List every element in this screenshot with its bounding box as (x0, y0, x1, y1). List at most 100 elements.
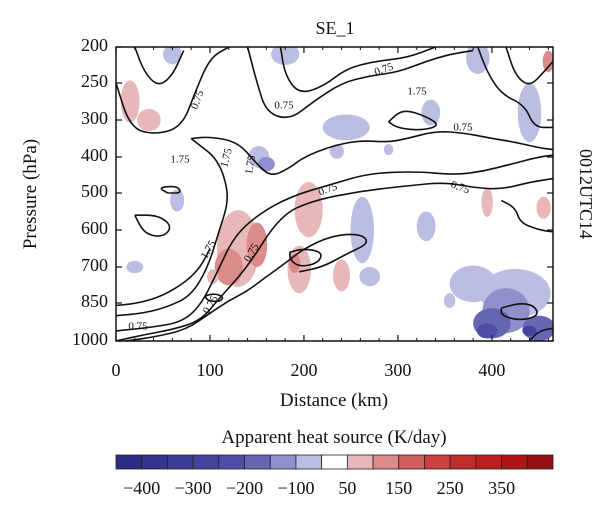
field-patch-12 (383, 144, 394, 156)
field-patch-2 (162, 47, 182, 65)
field-patch-18 (536, 196, 551, 219)
contour-line-9 (505, 47, 553, 85)
x-tick-label-0: 0 (112, 360, 121, 380)
contour-line-5 (134, 47, 185, 85)
contour-line-18 (204, 293, 224, 303)
colorbar-tick-label-6: 250 (437, 478, 464, 498)
field-patch-10 (257, 157, 275, 172)
contour-label-11: 0.75 (201, 293, 221, 316)
y-tick-label-5: 600 (81, 218, 108, 238)
contour-line-11 (160, 185, 181, 194)
colorbar-swatch-10 (372, 454, 400, 470)
field-patch-7 (517, 83, 542, 143)
contour-label-8: 0.75 (449, 179, 472, 197)
contour-line-6 (246, 47, 474, 119)
field-patch-27 (126, 260, 144, 274)
y-tick-label-1: 250 (81, 71, 108, 91)
field-patch-22 (207, 269, 219, 284)
y-tick-label-6: 700 (81, 255, 108, 275)
field-patch-35 (443, 293, 456, 308)
colorbar-tick-label-2: −200 (226, 478, 263, 498)
field-patch-13 (170, 189, 185, 212)
contour-line-17 (500, 303, 538, 321)
contour-line-13 (116, 248, 211, 307)
contour-line-15 (289, 248, 322, 267)
field-patch-5 (421, 99, 441, 126)
contour-label-4: 1.75 (218, 147, 235, 169)
colorbar-swatch-9 (346, 454, 374, 470)
contour-lines (116, 47, 553, 341)
colorbar-swatch-3 (192, 454, 220, 470)
contour-label-6: 1.75 (170, 154, 190, 166)
colorbar-swatch-4 (218, 454, 245, 470)
colorbar-tick-label-0: −400 (123, 478, 160, 498)
contour-label-0: 0.75 (189, 88, 207, 111)
colorbar-tick-label-4: 50 (338, 478, 356, 498)
field-patch-20 (214, 248, 243, 286)
field-patch-25 (333, 259, 351, 292)
field-patch-14 (294, 182, 323, 238)
contour-line-16 (500, 199, 553, 233)
field-patch-6 (466, 47, 490, 74)
field-patch-26 (359, 267, 381, 287)
field-patch-17 (481, 187, 493, 217)
y-tick-label-8: 1000 (72, 329, 108, 349)
colorbar-swatch-1 (141, 454, 168, 470)
y-tick-label-2: 300 (81, 108, 108, 128)
x-tick-label-3: 300 (384, 360, 411, 380)
contour-line-10 (387, 110, 437, 131)
field-patch-4 (322, 114, 370, 141)
field-patch-0 (120, 80, 140, 123)
contour-line-0 (116, 177, 553, 341)
contour-label-7: 0.75 (453, 122, 473, 134)
colorbar-swatch-7 (295, 454, 323, 470)
y-tick-label-4: 500 (81, 181, 108, 201)
x-axis-label: Distance (km) (280, 390, 388, 411)
x-tick-label-1: 100 (196, 360, 223, 380)
y-tick-label-3: 400 (81, 145, 108, 165)
y-axis: 200 250 300 400 500 600 700 850 1000 (72, 35, 553, 349)
field-patch-16 (416, 211, 436, 242)
contour-line-7 (279, 47, 436, 93)
colorbar-swatch-16 (526, 454, 554, 470)
y-tick-label-7: 850 (81, 291, 108, 311)
contour-line-8 (477, 47, 553, 129)
contour-line-3 (191, 131, 553, 175)
contour-label-2: 1.75 (407, 86, 427, 98)
y-tick-label-0: 200 (81, 35, 108, 55)
colorbar-tick-label-5: 150 (385, 478, 412, 498)
field-patch-21 (246, 222, 268, 267)
colorbar-swatch-6 (269, 454, 297, 470)
contour-line-4 (116, 47, 230, 134)
colorbar-title: Apparent heat source (K/day) (221, 427, 446, 448)
contour-line-2 (116, 137, 229, 317)
colorbar-swatch-11 (398, 454, 425, 470)
colorbar-swatch-12 (424, 454, 451, 470)
contour-label-5: 1.75 (243, 154, 258, 176)
field-patch-15 (350, 196, 374, 264)
plot-frame (115, 46, 554, 342)
contour-label-3: 0.75 (373, 60, 396, 78)
colorbar-swatch-0 (115, 454, 143, 470)
field-patch-11 (329, 144, 344, 159)
field-patch-3 (271, 47, 300, 65)
colorbar-swatch-8 (321, 454, 348, 470)
colorbar-swatch-15 (501, 454, 528, 470)
colorbar (115, 454, 554, 470)
y-axis-label: Pressure (hPa) (20, 139, 41, 249)
colorbar-tick-label-3: −100 (277, 478, 314, 498)
colorbar-swatch-2 (167, 454, 194, 470)
colorbar-tick-label-7: 350 (488, 478, 515, 498)
colorbar-tick-label-1: −300 (175, 478, 212, 498)
contour-line-14 (134, 214, 171, 237)
colorbar-ticks: −400 −300 −200 −100 50 150 250 350 (123, 478, 515, 498)
contour-label-1: 0.75 (274, 100, 294, 112)
colorbar-swatch-13 (449, 454, 477, 470)
x-axis: 0 100 200 300 400 (112, 47, 549, 380)
field-patch-34 (522, 325, 537, 336)
field-patch-1 (137, 108, 161, 132)
chart-title: SE_1 (315, 18, 354, 38)
contour-line-1 (116, 154, 553, 332)
colorbar-swatch-5 (244, 454, 271, 470)
